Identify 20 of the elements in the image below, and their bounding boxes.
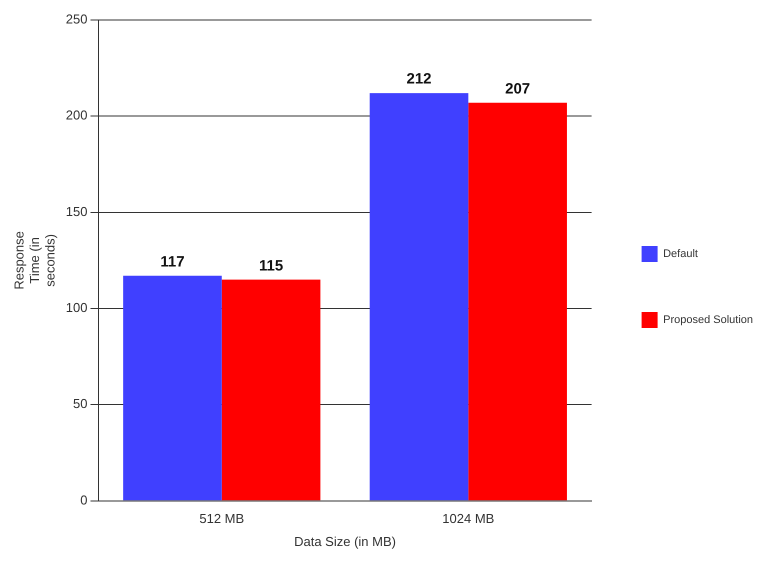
- bar: [123, 276, 222, 500]
- data-label: 207: [505, 80, 530, 98]
- y-tick-label: 50: [73, 396, 88, 412]
- data-label: 212: [406, 70, 432, 88]
- y-tick-label: 150: [66, 204, 88, 219]
- bar: [468, 102, 567, 500]
- bar: [370, 93, 468, 500]
- data-label: 115: [258, 257, 284, 274]
- legend-label: Proposed Solution: [663, 314, 754, 326]
- x-tick-label: 1024 MB: [442, 511, 494, 526]
- data-label: 117: [160, 253, 185, 270]
- y-tick-label: 0: [80, 492, 88, 508]
- y-axis-title: Response Time (in seconds): [11, 231, 58, 290]
- x-tick-label: 512 MB: [199, 511, 244, 526]
- bar: [222, 280, 320, 500]
- y-tick-label: 250: [66, 12, 88, 27]
- y-tick-label: 200: [66, 108, 88, 123]
- y-tick-label: 100: [66, 300, 88, 316]
- x-axis-title: Data Size (in MB): [294, 534, 396, 549]
- legend-label: Default: [663, 248, 698, 260]
